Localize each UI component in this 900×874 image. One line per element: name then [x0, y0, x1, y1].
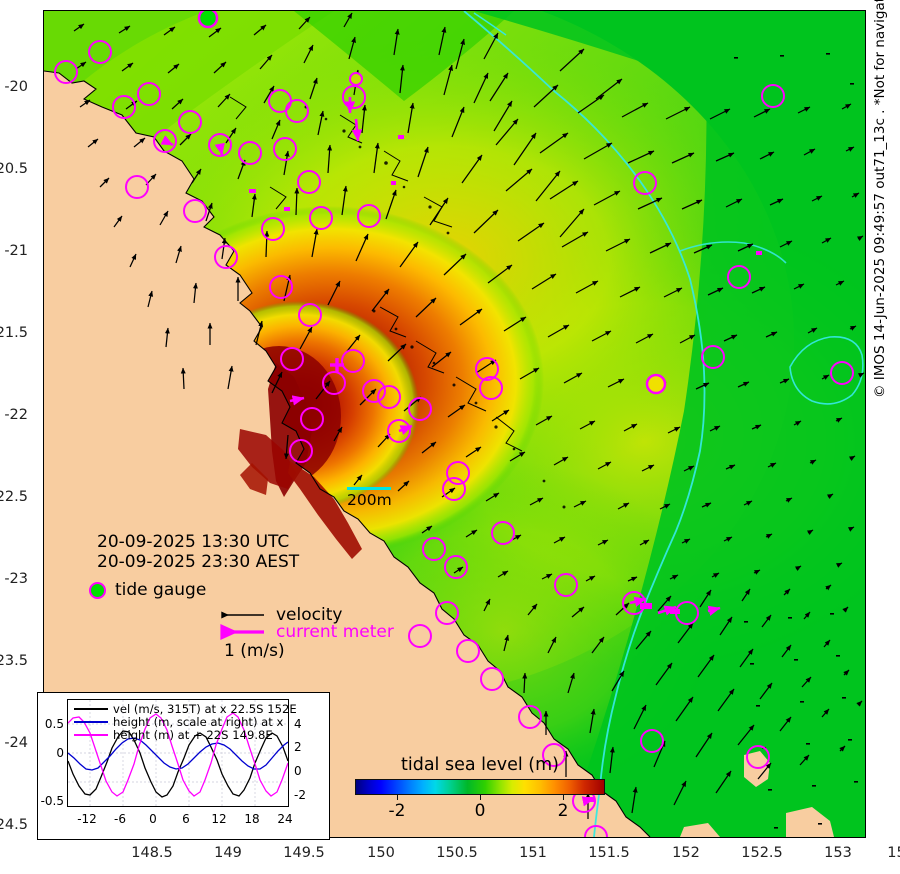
x-tick: 148.5 [131, 845, 173, 861]
legend-swatch-height-plus [74, 733, 108, 736]
inset-xtick: 12 [211, 812, 227, 826]
colorbar-gradient [355, 779, 605, 795]
x-tick: 152.5 [741, 845, 783, 861]
scale-bar-line [347, 487, 391, 490]
y-tick: -22.5 [0, 489, 28, 505]
scale-bar-label: 200m [347, 491, 392, 509]
current-meter-arrow-icon [220, 624, 264, 640]
timestamp-local: 20-09-2025 23:30 AEST [97, 552, 300, 572]
inset-ytick-right: -2 [294, 788, 306, 802]
y-tick: -20.5 [0, 161, 28, 177]
y-tick: -21.5 [0, 325, 28, 341]
x-tick: 150.5 [436, 845, 478, 861]
inset-legend-item: height (m) at + 22S 149.8E [74, 727, 297, 742]
inset-ytick-left: 0.5 [44, 717, 64, 731]
colorbar-label: 0 [474, 801, 486, 821]
x-tick: 153 [824, 845, 852, 861]
velocity-label: velocity [276, 605, 343, 625]
inset-ytick-left: -0.5 [40, 794, 64, 808]
y-tick: -24.5 [0, 817, 28, 833]
colorbar-tick [563, 794, 564, 800]
inset-plot-area [67, 699, 289, 807]
colorbar-label: -2 [388, 801, 406, 821]
y-tick: -23.5 [0, 653, 28, 669]
inset-ytick-right: 0 [294, 764, 302, 778]
y-tick: -24 [4, 735, 28, 751]
legend-text-height-x: height (m, scale at right) at x [113, 714, 284, 729]
inset-legend: vel (m/s, 315T) at x 22.5S 152E height (… [74, 701, 297, 742]
x-tick: 152 [672, 845, 700, 861]
velocity-arrow-icon [221, 611, 264, 619]
scale-bar: 200m [347, 487, 392, 509]
y-tick: -22 [4, 407, 28, 423]
inset-ytick-right: 2 [294, 740, 302, 754]
current-meter-label: current meter [276, 622, 394, 642]
colorbar-label: 2 [557, 801, 569, 821]
inset-xtick: 24 [277, 812, 293, 826]
x-tick: 149.5 [283, 845, 325, 861]
credit-text: © IMOS 14-Jun-2025 09:49:57 out71_13c . … [872, 0, 888, 398]
inset-legend-item: height (m, scale at right) at x [74, 714, 297, 729]
inset-canvas [68, 700, 288, 806]
x-tick: 153.5 [887, 845, 900, 861]
legend-swatch-velocity [74, 707, 108, 710]
inset-series-velocity [68, 730, 288, 798]
x-tick: 151 [519, 845, 547, 861]
current-meter-key [218, 624, 268, 644]
velocity-scale-label: 1 (m/s) [224, 641, 285, 661]
inset-ytick-right: 4 [294, 717, 302, 731]
colorbar-title: tidal sea level (m) [400, 755, 560, 775]
timestamp-utc: 20-09-2025 13:30 UTC [97, 532, 290, 552]
y-tick: -20 [4, 79, 28, 95]
tide-gauge-icon [89, 581, 106, 599]
inset-series-height-plus [68, 712, 288, 797]
colorbar-tick [397, 794, 398, 800]
velocity-key [218, 607, 268, 627]
inset-xtick: -12 [77, 812, 97, 826]
y-tick: -21 [4, 243, 28, 259]
colorbar-tick [480, 794, 481, 800]
y-tick: -23 [4, 571, 28, 587]
x-tick: 149 [214, 845, 242, 861]
tide-gauge-legend: tide gauge [89, 580, 206, 600]
x-tick: 150 [367, 845, 395, 861]
legend-text-velocity: vel (m/s, 315T) at x 22.5S 152E [113, 701, 297, 716]
inset-legend-item: vel (m/s, 315T) at x 22.5S 152E [74, 701, 297, 716]
inset-xtick: 6 [182, 812, 190, 826]
inset-ytick-left: 0 [56, 746, 64, 760]
legend-swatch-height-x [74, 720, 108, 723]
tide-gauge-label: tide gauge [115, 580, 207, 600]
inset-timeseries-panel[interactable]: vel (m/s, 315T) at x 22.5S 152E height (… [37, 692, 330, 840]
inset-xtick: 18 [244, 812, 260, 826]
inset-xtick: -6 [114, 812, 126, 826]
legend-text-height-plus: height (m) at + 22S 149.8E [113, 727, 273, 742]
inset-xtick: 0 [149, 812, 157, 826]
x-tick: 151.5 [588, 845, 630, 861]
colorbar: tidal sea level (m) -2 0 2 [355, 755, 605, 821]
